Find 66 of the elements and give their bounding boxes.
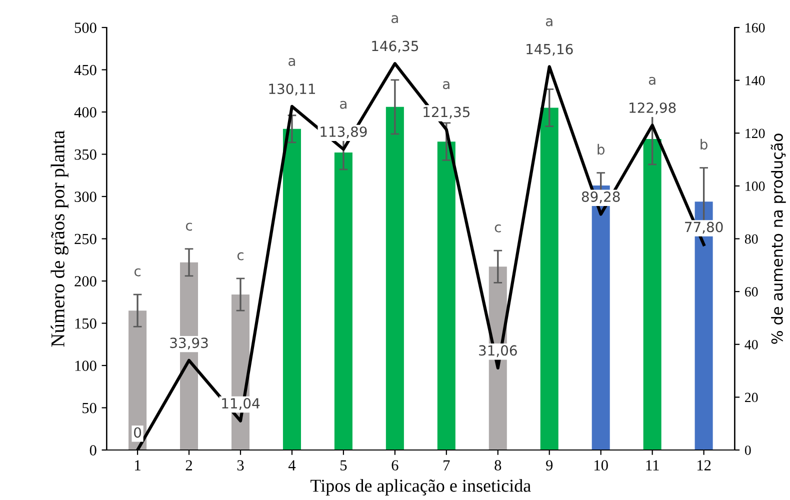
data-label: 31,06 <box>479 345 517 358</box>
y-tick-label: 150 <box>75 318 96 329</box>
text: a <box>546 18 552 26</box>
y2-tick-label: 40 <box>744 340 758 350</box>
data-label: 89,28 <box>582 191 620 204</box>
x-tick-label: 6 <box>392 460 398 470</box>
x-tick-label: 7 <box>444 460 450 470</box>
bar <box>334 152 352 450</box>
bar <box>282 128 301 450</box>
data-label: 146,35 <box>372 40 418 53</box>
annotation: a <box>442 81 450 90</box>
y-tick-label: 350 <box>74 149 96 160</box>
x-tick-label: 5 <box>340 460 347 470</box>
x-tick-label: 8 <box>494 460 502 470</box>
y-tick-label: 0 <box>90 445 96 456</box>
y-tick-label: 450 <box>74 64 96 76</box>
annotation: c <box>134 268 140 276</box>
data-label: 122,98 <box>630 102 676 114</box>
annotation: a <box>340 100 346 109</box>
bar <box>540 108 558 450</box>
y2-tick-label: 0 <box>744 446 751 455</box>
data-label: 0 <box>134 427 142 438</box>
x-tick-label: 4 <box>288 460 296 470</box>
y-tick-label: 500 <box>74 22 96 33</box>
bar <box>437 142 456 450</box>
y-tick-label: 50 <box>82 402 96 414</box>
data-label: 130,11 <box>269 84 315 96</box>
annotation: b <box>598 144 604 155</box>
x-tick-label: 12 <box>698 460 711 470</box>
x-tick-label: 9 <box>546 460 553 470</box>
annotation: c <box>494 224 501 232</box>
y-tick-label: 400 <box>74 107 96 118</box>
y2-tick-label: 120 <box>746 128 765 138</box>
x-tick-label: 2 <box>186 460 192 470</box>
annotation: b <box>700 138 708 150</box>
y2-tick-label: 60 <box>745 287 758 297</box>
y2-tick-label: 20 <box>745 392 758 402</box>
y2-tick-label: 140 <box>746 76 765 86</box>
data-label: 33,93 <box>170 338 208 350</box>
y-tick-label: 200 <box>74 276 96 286</box>
bar <box>643 139 662 450</box>
x-tick-label: 1 <box>135 460 140 470</box>
data-label: 121,35 <box>424 106 470 119</box>
bar <box>128 310 147 450</box>
x-tick-label: 3 <box>237 460 244 470</box>
data-label: 77,80 <box>685 222 723 234</box>
x-tick-label: 10 <box>594 460 608 470</box>
y-tick-label: 300 <box>74 192 96 202</box>
y2-tick-label: 100 <box>746 182 765 191</box>
annotation: a <box>288 58 295 66</box>
data-label: 113,89 <box>320 126 367 138</box>
y-axis-title: Número de grãos por planta <box>50 130 68 347</box>
text: a <box>392 15 398 24</box>
y-tick-label: 100 <box>75 360 96 371</box>
x-tick-label: 11 <box>646 460 659 470</box>
annotation: c <box>186 222 192 231</box>
x-axis-title: Tipos de aplicação e inseticida <box>310 479 531 496</box>
annotation: c <box>237 252 244 260</box>
data-label: 11,04 <box>222 398 260 410</box>
y2-tick-label: 80 <box>744 234 758 244</box>
bar <box>386 106 404 450</box>
annotation: a <box>648 76 656 85</box>
y2-axis-title: % de aumento na produção <box>770 134 786 344</box>
data-label: 145,16 <box>526 44 573 56</box>
y2-tick-label: 160 <box>746 23 765 32</box>
y-tick-label: 250 <box>74 234 96 244</box>
